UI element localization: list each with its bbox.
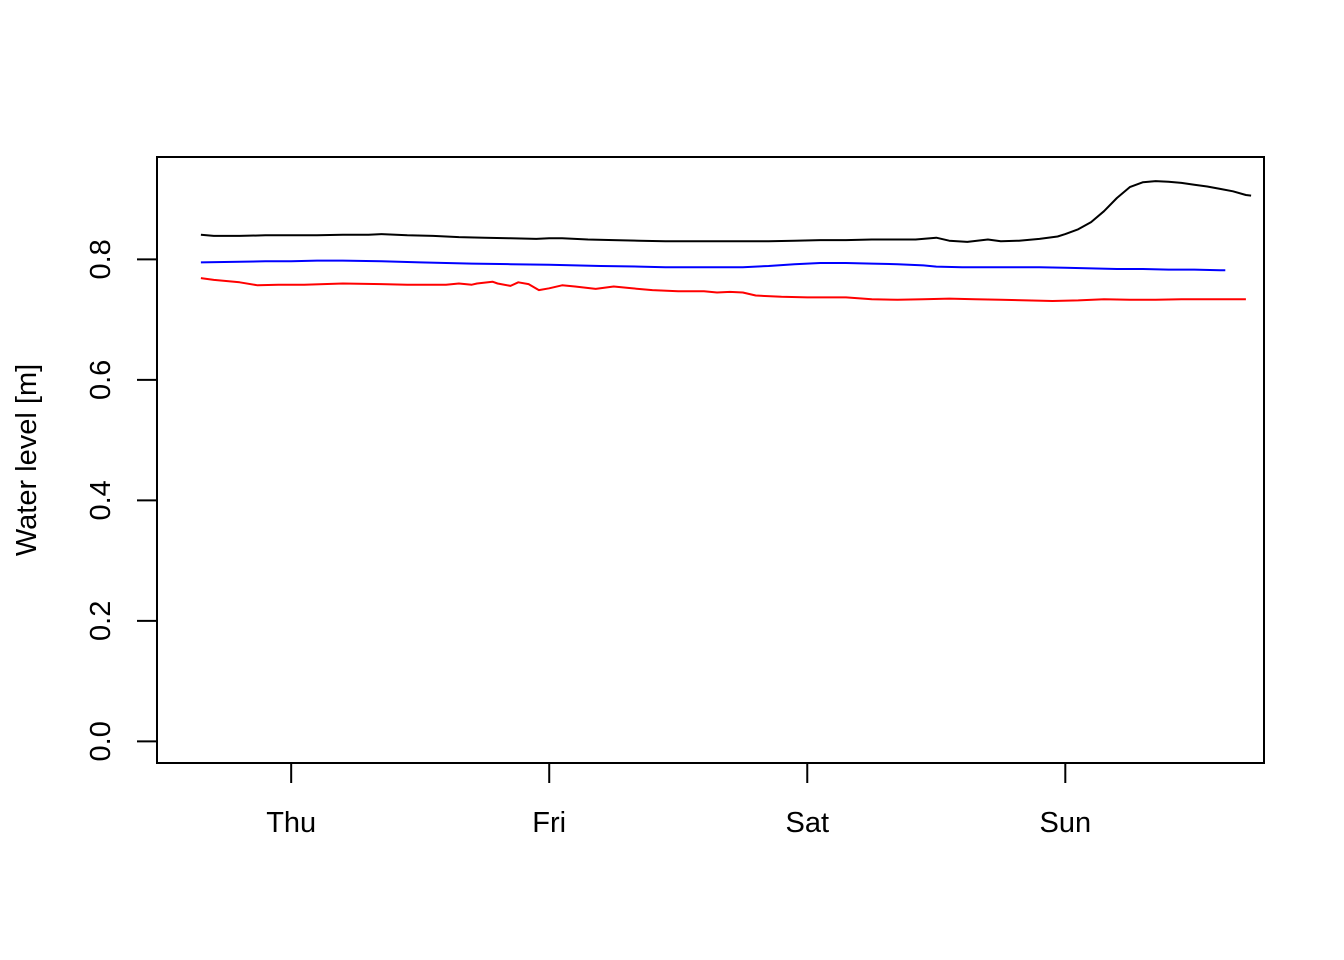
y-tick-label: 0.4 bbox=[85, 480, 117, 520]
y-tick-label: 0.6 bbox=[85, 360, 117, 400]
series-line-1 bbox=[200, 180, 1252, 243]
x-tick-label: Sat bbox=[786, 807, 830, 839]
x-tick-label: Fri bbox=[532, 807, 566, 839]
y-tick-label: 0.2 bbox=[85, 601, 117, 641]
x-tick-label: Sun bbox=[1040, 807, 1092, 839]
series-layer bbox=[200, 180, 1252, 302]
y-tick-label: 0.8 bbox=[85, 239, 117, 279]
x-axis: Thu Fri Sat Sun bbox=[266, 763, 1091, 839]
x-tick-label: Thu bbox=[266, 807, 316, 839]
series-line-2 bbox=[200, 259, 1226, 272]
y-axis: 0.0 0.2 0.4 0.6 0.8 bbox=[85, 239, 158, 761]
series-line-3 bbox=[200, 277, 1246, 302]
y-tick-label: 0.0 bbox=[85, 721, 117, 761]
y-axis-title: Water level [m] bbox=[11, 364, 43, 556]
